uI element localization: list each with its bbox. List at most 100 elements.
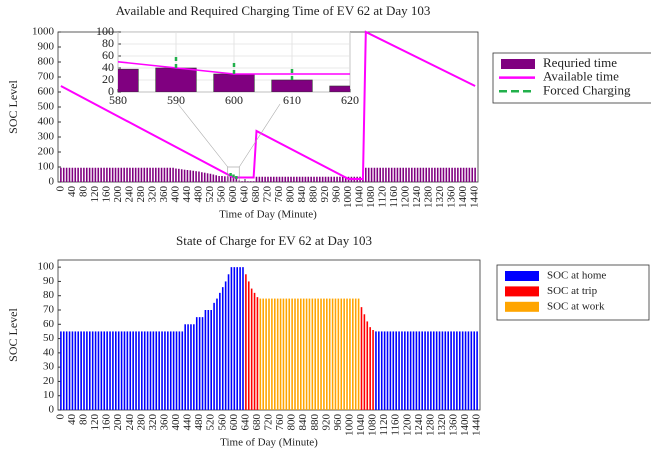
bar [149,167,151,182]
bar [285,298,288,410]
x-tick-label: 800 [285,186,297,203]
bar [402,167,404,182]
bar [77,167,79,182]
y-tick-label: 70 [43,304,55,316]
bar [268,298,270,410]
bar [386,331,389,410]
bar [158,331,160,410]
x-tick-label: 680 [251,414,263,431]
bar [404,331,406,410]
bar [83,167,85,182]
bar [369,327,371,410]
x-tick-label: 160 [100,186,112,203]
legend-swatch [501,59,535,69]
bar [187,324,189,410]
bar [457,167,459,182]
legend-swatch [505,301,539,312]
y-axis-label: SOC Level [6,308,20,362]
bar [378,331,380,410]
bar [108,167,111,182]
x-tick-label: 1280 [424,414,436,437]
bar [375,331,377,410]
bar [146,331,149,410]
bar [419,167,422,182]
bar [65,331,68,410]
x-tick-label: 1240 [411,186,423,209]
y-tick-label: 40 [43,346,55,358]
bar [343,298,345,410]
bar [304,176,307,182]
bar [270,176,272,182]
bar [115,331,117,410]
x-tick-label: 440 [182,414,194,431]
x-tick-label: 40 [66,414,78,426]
bar [317,298,319,410]
bar [464,331,467,410]
bar [424,331,426,410]
bar [468,167,471,182]
bar [189,170,192,182]
bar [294,298,296,410]
bar [320,298,322,410]
bar [80,167,82,182]
bar [465,167,468,182]
bar [85,167,88,182]
bar [138,331,140,410]
y-tick-label: 200 [38,146,55,158]
x-tick-label: 360 [158,186,170,203]
plot-marks [60,30,476,182]
y-tick-label: 80 [102,36,114,50]
bar [193,324,195,410]
bar [71,331,74,410]
x-tick-label: 1040 [354,186,366,209]
bar [401,331,403,410]
bar [103,331,106,410]
bar [242,267,244,410]
bar [224,281,227,410]
x-tick-label: 840 [297,414,309,431]
bar [213,73,255,92]
bar [454,167,456,182]
bar [473,331,476,410]
bar [390,167,393,182]
bar [288,298,291,410]
y-tick-label: 10 [43,389,55,401]
bar [68,331,71,410]
y-tick-label: 800 [38,56,55,68]
y-tick-label: 0 [49,404,55,416]
x-tick-label: 760 [274,414,286,431]
bar [291,298,293,410]
bar [215,175,218,182]
bar [329,85,350,92]
legend-label: Available time [543,69,619,84]
bar [206,173,209,182]
x-tick-label: 80 [77,186,89,198]
plot-marks [60,267,478,410]
bar [428,167,430,182]
bar [77,331,80,410]
bar [271,298,273,410]
bar [388,167,390,182]
bar [302,298,305,410]
bar [239,267,241,410]
bar [265,298,267,410]
bar [290,176,292,182]
bar [471,167,474,182]
x-tick-label: 610 [283,93,301,107]
bar [71,167,74,182]
bar [88,331,91,410]
legend-label: Requried time [543,55,617,70]
bar [152,331,155,410]
bar [281,176,284,182]
bar [68,167,71,182]
bar [261,176,264,182]
bar [157,167,160,182]
bar [310,176,312,182]
bar [204,310,207,410]
bar [314,298,317,410]
bar [62,167,65,182]
y-tick-label: 500 [38,101,55,113]
bar [470,331,473,410]
bar [155,67,197,92]
x-tick-label: 280 [135,186,147,203]
